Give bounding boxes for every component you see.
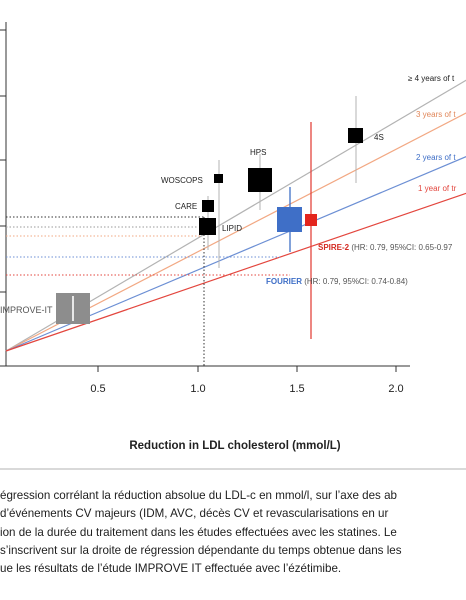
label-woscops: WOSCOPS	[161, 176, 203, 185]
x-tick-label: 1.0	[190, 383, 205, 395]
marker-4s	[348, 128, 363, 143]
label-reg-1yr: 1 year of tr	[418, 184, 457, 193]
reference-lines	[6, 216, 290, 366]
caption-line: s’inscrivent sur la droite de régression…	[0, 543, 402, 557]
x-tick-label: 0.5	[90, 383, 105, 395]
marker-spire2	[305, 214, 317, 226]
marker-care	[202, 200, 214, 212]
label-fourier: FOURIER (HR: 0.79, 95%CI: 0.74-0.84)	[266, 277, 408, 286]
label-reg-4yr: ≥ 4 years of t	[408, 74, 455, 83]
y-ticks	[0, 29, 6, 367]
caption-line: ion de la durée du traitement dans les é…	[0, 525, 397, 539]
chart-figure: 0.5 1.0 1.5 2.0	[0, 22, 466, 470]
x-ticks: 0.5 1.0 1.5 2.0	[90, 366, 404, 395]
label-hps: HPS	[250, 148, 266, 157]
label-spire2-name: SPIRE-2	[318, 243, 350, 252]
x-tick-label: 2.0	[388, 383, 403, 395]
label-improve-it: IMPROVE-IT	[0, 305, 53, 315]
label-fourier-name: FOURIER	[266, 277, 302, 286]
marker-woscops	[214, 174, 223, 183]
marker-hps	[248, 168, 272, 192]
marker-lipid	[199, 218, 216, 235]
label-fourier-note: (HR: 0.79, 95%CI: 0.74-0.84)	[304, 277, 408, 286]
label-4s: 4S	[374, 133, 384, 142]
x-axis-title: Reduction in LDL cholesterol (mmol/L)	[129, 440, 340, 452]
figure-caption: égression corrélant la réduction absolue…	[0, 487, 466, 600]
x-tick-label: 1.5	[289, 383, 304, 395]
label-reg-2yr: 2 years of t	[416, 153, 456, 162]
label-spire2-note: (HR: 0.79, 95%CI: 0.65-0.97	[351, 243, 452, 252]
caption-line: d’événements CV majeurs (IDM, AVC, décès…	[0, 507, 389, 521]
label-care: CARE	[175, 202, 197, 211]
label-lipid: LIPID	[222, 224, 242, 233]
study-markers	[56, 128, 363, 324]
regression-labels: ≥ 4 years of t 3 years of t 2 years of t…	[408, 74, 457, 193]
regression-line-1yr	[5, 192, 466, 352]
caption-line: égression corrélant la réduction absolue…	[0, 489, 397, 502]
marker-fourier	[277, 207, 302, 232]
chart-svg: 0.5 1.0 1.5 2.0	[0, 22, 466, 470]
label-reg-3yr: 3 years of t	[416, 110, 456, 119]
caption-line: ue les résultats de l’étude IMPROVE IT e…	[0, 562, 342, 576]
label-spire2: SPIRE-2 (HR: 0.79, 95%CI: 0.65-0.97	[318, 243, 453, 252]
study-labels: IMPROVE-IT WOSCOPS CARE LIPID HPS 4S SPI…	[0, 133, 453, 315]
